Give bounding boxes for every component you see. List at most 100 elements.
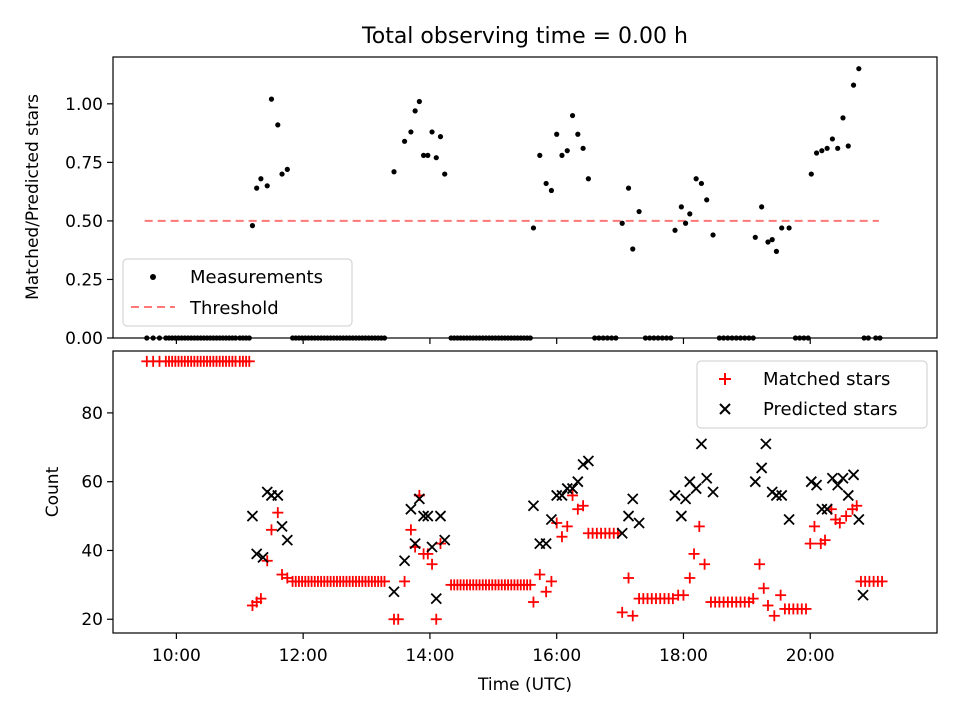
measurement-point bbox=[779, 225, 785, 231]
legend-measurements-marker bbox=[150, 274, 156, 280]
bottom-y-tick-label: 40 bbox=[81, 541, 103, 561]
predicted-star-point bbox=[409, 537, 421, 550]
measurement-point bbox=[698, 180, 705, 187]
matched-star-point bbox=[430, 613, 442, 625]
measurement-point bbox=[437, 134, 444, 140]
predicted-star-point bbox=[527, 500, 540, 512]
top-legend: Measurements Threshold bbox=[122, 258, 353, 327]
bottom-y-axis-label: Count bbox=[43, 466, 63, 517]
matched-star-point bbox=[527, 596, 539, 608]
matched-star-point bbox=[561, 520, 573, 532]
measurement-point bbox=[585, 176, 591, 182]
matched-star-point bbox=[699, 558, 711, 570]
matched-star-point bbox=[762, 599, 774, 611]
measurement-point bbox=[530, 225, 537, 231]
measurement-point bbox=[840, 115, 846, 121]
measurement-point bbox=[710, 232, 716, 238]
matched-star-point bbox=[577, 500, 589, 512]
matched-star-point bbox=[747, 593, 759, 605]
matched-star-point bbox=[616, 606, 628, 618]
matched-star-point bbox=[551, 517, 563, 529]
bottom-x-tick-label: 12:00 bbox=[279, 646, 328, 666]
measurement-point bbox=[275, 122, 281, 128]
bottom-y-ticks: 20 40 60 80 bbox=[81, 404, 113, 630]
measurement-point bbox=[258, 176, 264, 182]
predicted-star-point bbox=[707, 486, 719, 498]
predicted-star-point bbox=[749, 476, 761, 488]
top-plot-title: Total observing time = 0.00 h bbox=[361, 24, 688, 49]
matched-star-point bbox=[677, 589, 689, 601]
predicted-star-point bbox=[572, 476, 584, 488]
legend-threshold-label: Threshold bbox=[189, 298, 279, 319]
predicted-star-point bbox=[679, 493, 692, 505]
measurement-point bbox=[264, 183, 270, 189]
bottom-legend-box bbox=[696, 360, 928, 429]
matched-star-point bbox=[540, 586, 552, 598]
predicted-star-point bbox=[540, 537, 552, 550]
predicted-star-point bbox=[276, 520, 288, 533]
predicted-star-point bbox=[810, 479, 823, 491]
measurement-point bbox=[704, 197, 710, 203]
matched-star-point bbox=[834, 517, 846, 529]
predicted-star-point bbox=[434, 510, 447, 522]
predicted-star-point bbox=[826, 472, 839, 484]
matched-star-point bbox=[534, 569, 546, 581]
bottom-x-tick-label: 18:00 bbox=[659, 646, 708, 666]
legend-matched-label: Matched stars bbox=[763, 369, 890, 390]
measurement-point bbox=[808, 171, 814, 177]
predicted-star-point bbox=[582, 455, 595, 467]
matched-star-point bbox=[392, 613, 404, 625]
measurement-point bbox=[416, 98, 422, 105]
predicted-star-point bbox=[251, 548, 263, 560]
predicted-star-point bbox=[701, 472, 713, 484]
predicted-star-point bbox=[695, 438, 708, 450]
bottom-x-tick-label: 10:00 bbox=[152, 646, 201, 666]
predicted-star-point bbox=[633, 517, 645, 529]
measurement-point bbox=[619, 220, 625, 226]
measurement-point bbox=[672, 227, 678, 233]
predicted-star-point bbox=[755, 462, 768, 474]
matched-star-point bbox=[851, 500, 863, 512]
matched-star-point bbox=[255, 593, 267, 605]
predicted-star-point bbox=[417, 510, 430, 522]
bottom-plot-data bbox=[141, 355, 888, 625]
top-y-axis-label: Matched/Predicted stars bbox=[23, 94, 43, 300]
measurement-point bbox=[249, 223, 256, 229]
top-y-ticks: 0.00 0.25 0.50 0.75 1.00 bbox=[65, 95, 113, 349]
measurement-point bbox=[420, 152, 427, 158]
measurement-point bbox=[548, 187, 555, 194]
predicted-star-point bbox=[622, 510, 635, 522]
measurement-point bbox=[678, 204, 684, 210]
predicted-star-point bbox=[616, 527, 628, 539]
predicted-star-point bbox=[257, 551, 269, 563]
predicted-star-point bbox=[272, 489, 284, 502]
measurement-point bbox=[391, 169, 397, 175]
predicted-star-point bbox=[837, 472, 849, 484]
measurement-point bbox=[819, 148, 825, 154]
matched-star-point bbox=[688, 548, 700, 560]
measurement-point bbox=[564, 148, 570, 154]
top-y-tick-label: 0.75 bbox=[65, 153, 103, 173]
predicted-star-point bbox=[776, 489, 788, 502]
measurement-point bbox=[625, 185, 632, 191]
measurement-point bbox=[442, 171, 448, 177]
predicted-star-point bbox=[842, 489, 854, 502]
bottom-y-tick-label: 60 bbox=[81, 473, 103, 493]
matched-star-point bbox=[243, 355, 255, 367]
matched-star-point bbox=[272, 507, 284, 519]
matched-star-point bbox=[819, 534, 831, 546]
measurement-point bbox=[769, 237, 775, 243]
bottom-x-tick-label: 16:00 bbox=[532, 646, 581, 666]
measurement-point bbox=[829, 136, 836, 142]
predicted-star-point bbox=[413, 493, 425, 505]
measurement-point bbox=[824, 145, 830, 151]
matched-star-point bbox=[556, 531, 568, 543]
matched-star-point bbox=[768, 610, 780, 622]
top-plot: 0.00 0.25 0.50 0.75 1.00 Matched/Predicted s… bbox=[23, 56, 938, 349]
measurement-point bbox=[850, 82, 857, 88]
legend-matched-marker bbox=[719, 373, 731, 385]
measurement-point bbox=[636, 208, 642, 215]
top-plot-frame bbox=[112, 56, 938, 339]
matched-star-point bbox=[808, 520, 820, 532]
